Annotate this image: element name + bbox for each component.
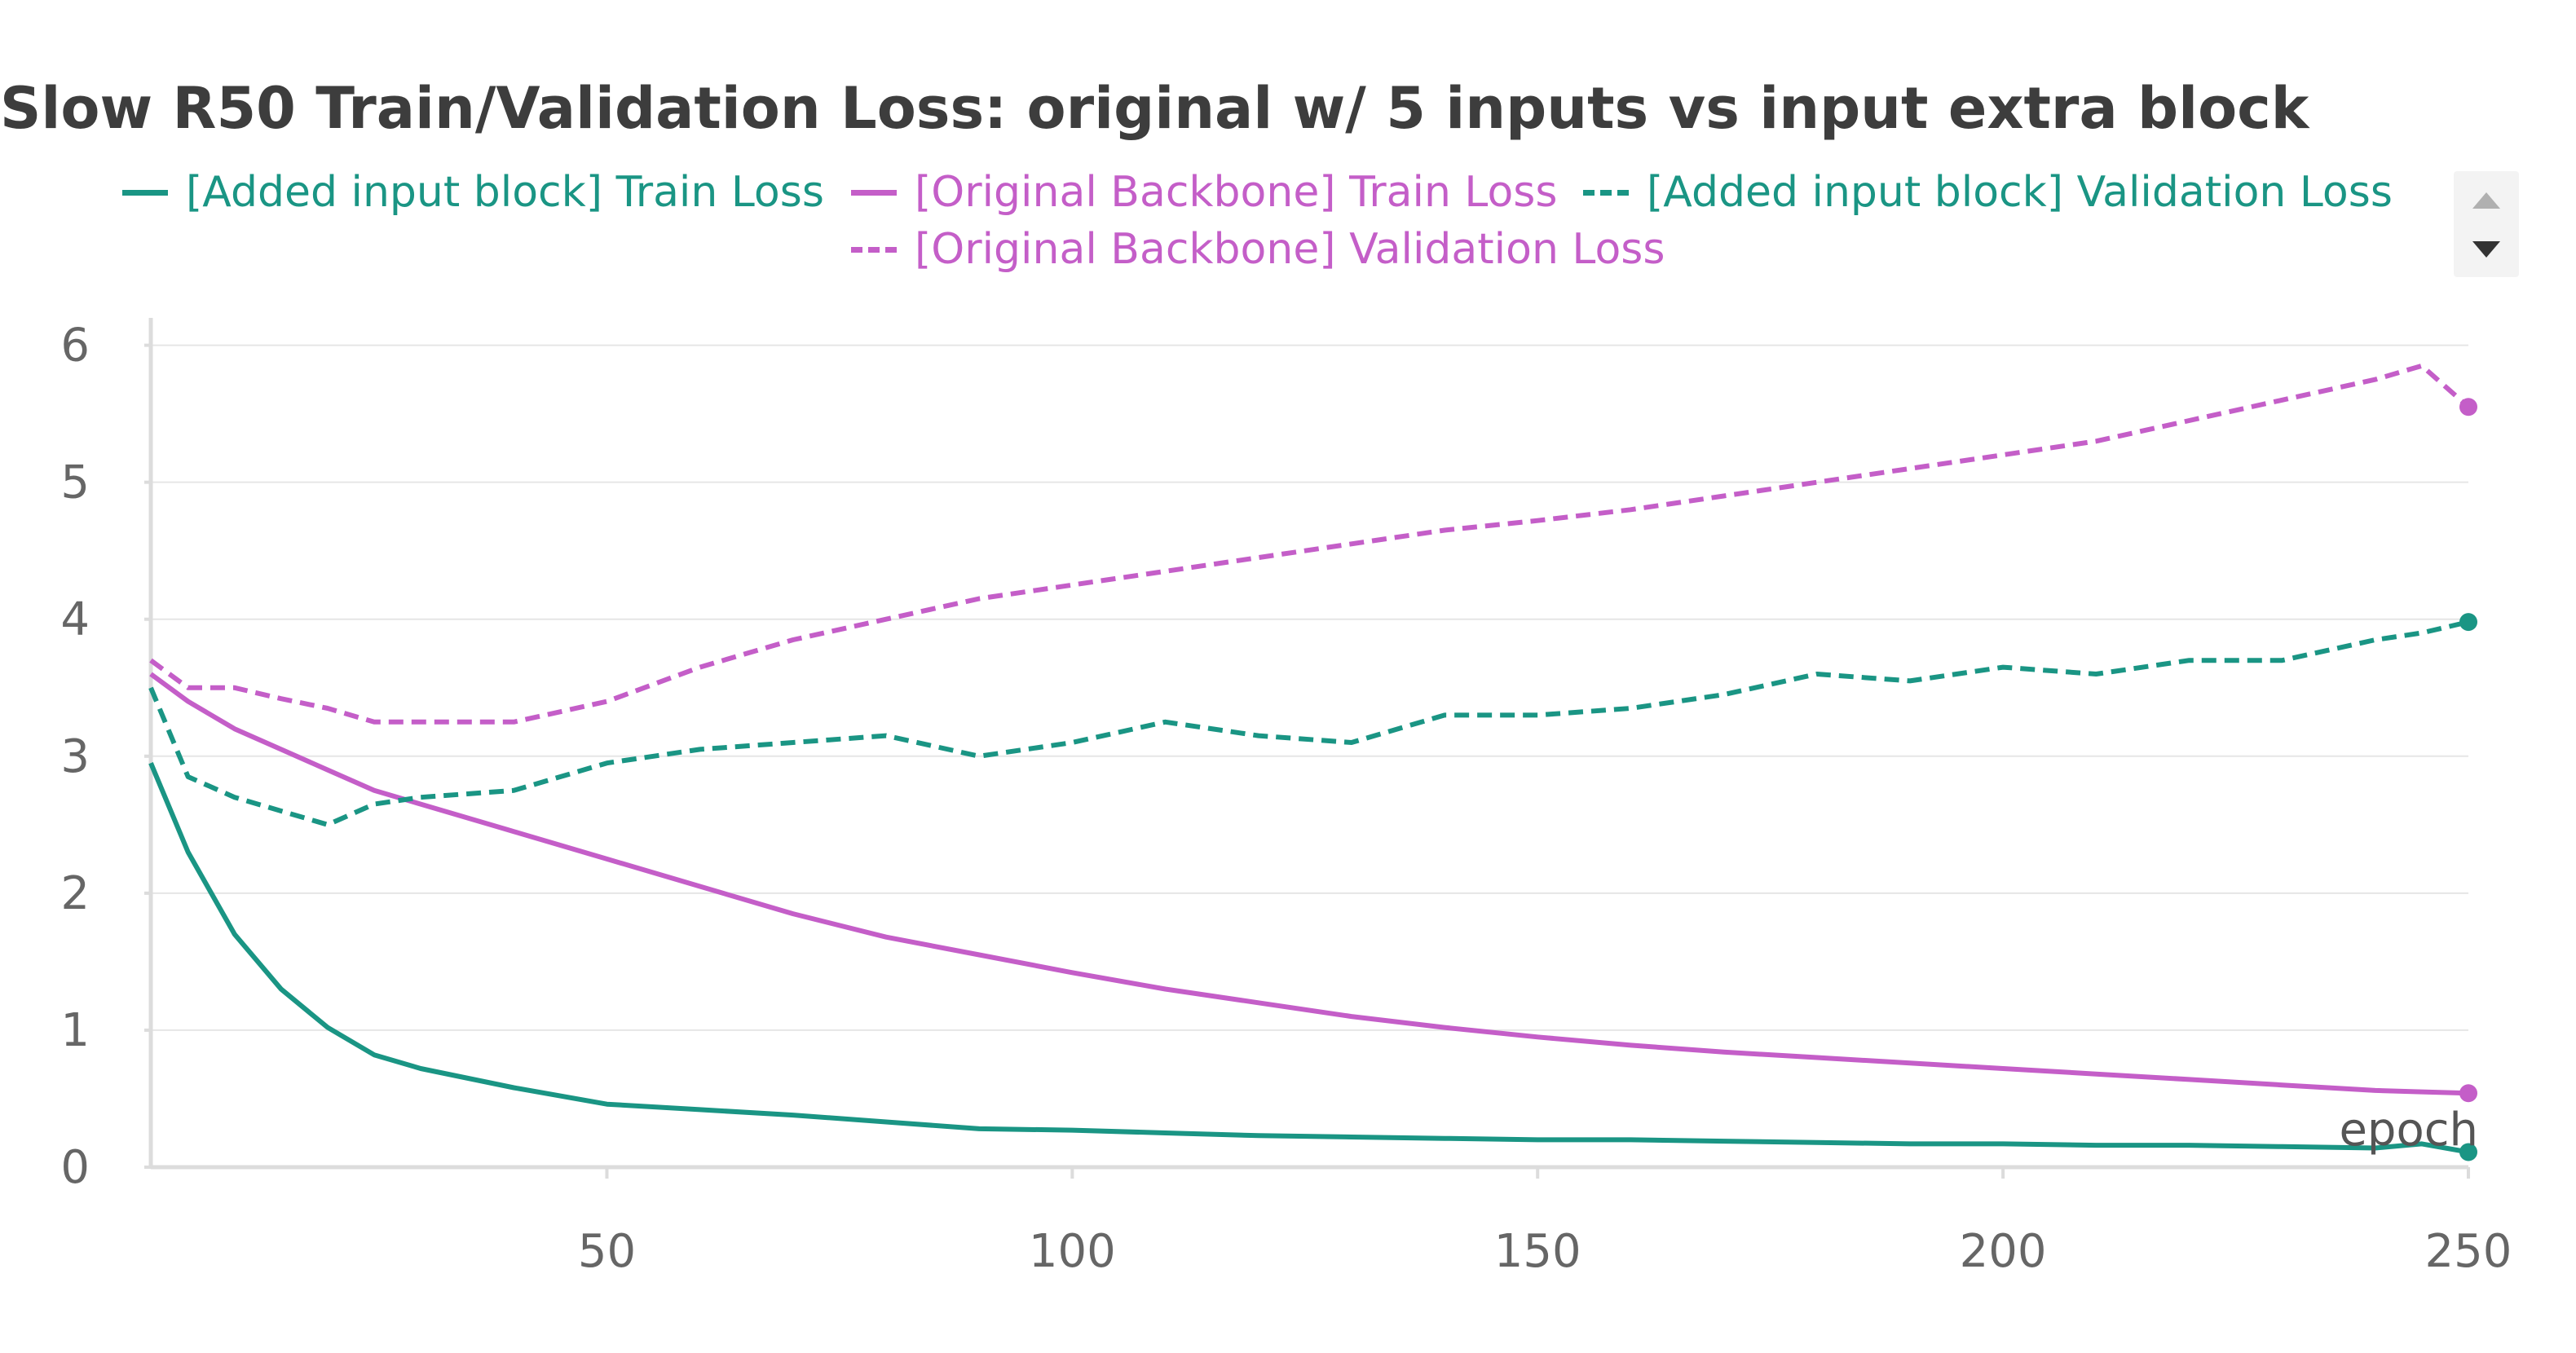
legend-scroller[interactable] — [2454, 171, 2519, 277]
legend-swatch — [1583, 189, 1629, 196]
series-end-point-3 — [2459, 398, 2477, 416]
x-axis-label: epoch — [2339, 1104, 2478, 1157]
x-tick-label: 50 — [578, 1225, 636, 1278]
y-tick-label: 6 — [60, 320, 90, 372]
legend-item-added-train[interactable]: [Added input block] Train Loss — [122, 168, 824, 217]
legend-item-original-validation[interactable]: [Original Backbone] Validation Loss — [851, 225, 1665, 274]
x-tick-label: 200 — [1960, 1225, 2047, 1278]
grid-lines — [151, 344, 2468, 1031]
series-end-point-0 — [2459, 1143, 2477, 1161]
series-line-1 — [149, 672, 2469, 1096]
legend-label: [Original Backbone] Train Loss — [915, 168, 1558, 217]
y-tick-label: 4 — [60, 593, 90, 646]
legend-label: [Added input block] Validation Loss — [1647, 168, 2393, 217]
y-tick-label: 3 — [60, 730, 90, 783]
chart-title: Slow R50 Train/Validation Loss: original… — [0, 75, 2309, 142]
y-tick-label: 1 — [60, 1004, 90, 1057]
legend-swatch — [851, 189, 897, 196]
series-end-point-2 — [2459, 613, 2477, 632]
legend-label: [Original Backbone] Validation Loss — [915, 225, 1665, 274]
axes — [144, 318, 2470, 1179]
legend-item-original-train[interactable]: [Original Backbone] Train Loss — [851, 168, 1557, 217]
series-line-0 — [148, 762, 2469, 1155]
legend-label: [Added input block] Train Loss — [186, 168, 824, 217]
x-tick-label: 250 — [2425, 1225, 2512, 1278]
series-line-2 — [148, 619, 2469, 827]
x-tick-label: 100 — [1029, 1225, 1116, 1278]
series-end-point-1 — [2459, 1084, 2477, 1103]
scroll-up-arrow-icon[interactable] — [2472, 192, 2500, 209]
scroll-down-arrow-icon[interactable] — [2472, 241, 2500, 258]
y-tick-label: 2 — [60, 867, 90, 920]
x-tick-label: 150 — [1494, 1225, 1581, 1278]
legend-item-added-validation[interactable]: [Added input block] Validation Loss — [1583, 168, 2393, 217]
legend-swatch — [851, 246, 897, 253]
y-tick-label: 5 — [60, 456, 90, 509]
legend-swatch — [122, 189, 168, 196]
y-tick-label: 0 — [60, 1141, 90, 1194]
tick-labels: 0 1 2 3 4 5 6 50 100 150 200 250 — [60, 320, 2512, 1278]
series-lines — [148, 363, 2477, 1161]
series-line-3 — [149, 363, 2470, 725]
